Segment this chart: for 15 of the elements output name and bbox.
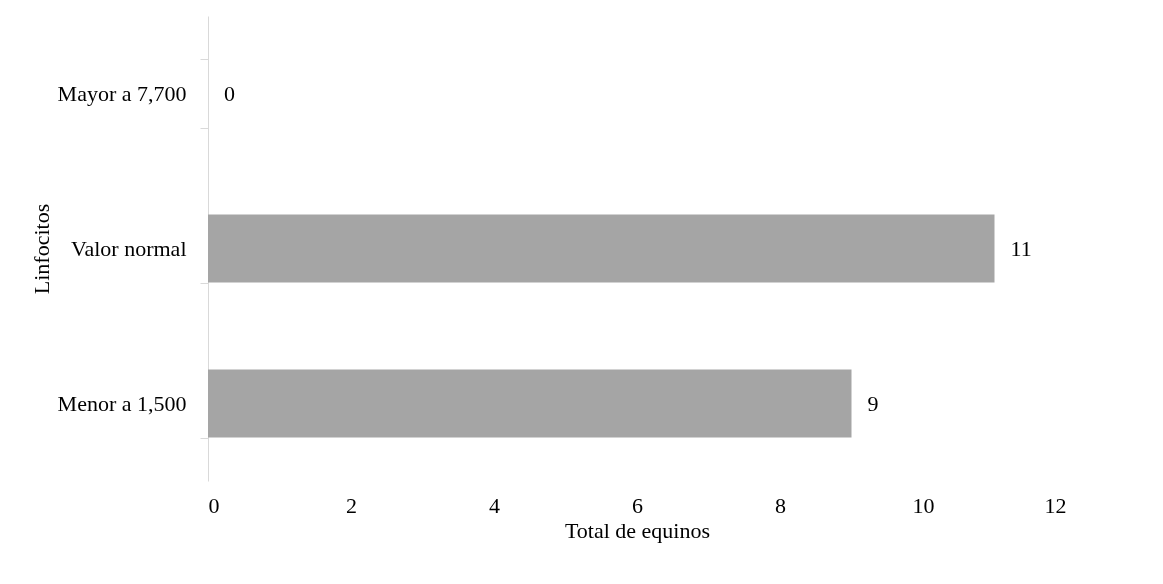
x-axis-title: Total de equinos <box>564 517 711 543</box>
y-axis-title: Linfocitos <box>28 203 54 295</box>
data-label: 11 <box>1010 235 1032 261</box>
x-tick-label: 6 <box>632 492 643 518</box>
y-tick-label: Mayor a 7,700 <box>57 81 187 106</box>
x-tick-label: 0 <box>208 492 220 518</box>
x-tick-label: 10 <box>912 492 935 518</box>
data-label: 0 <box>224 80 235 106</box>
y-tick-label: Valor normal <box>71 236 187 261</box>
x-tick-label: 2 <box>346 492 357 518</box>
y-tick-label: Menor a 1,500 <box>57 391 187 416</box>
x-tick-label: 8 <box>775 492 786 518</box>
x-tick-label: 12 <box>1044 492 1067 518</box>
data-label: 9 <box>867 390 879 416</box>
x-tick-label: 4 <box>489 492 500 518</box>
